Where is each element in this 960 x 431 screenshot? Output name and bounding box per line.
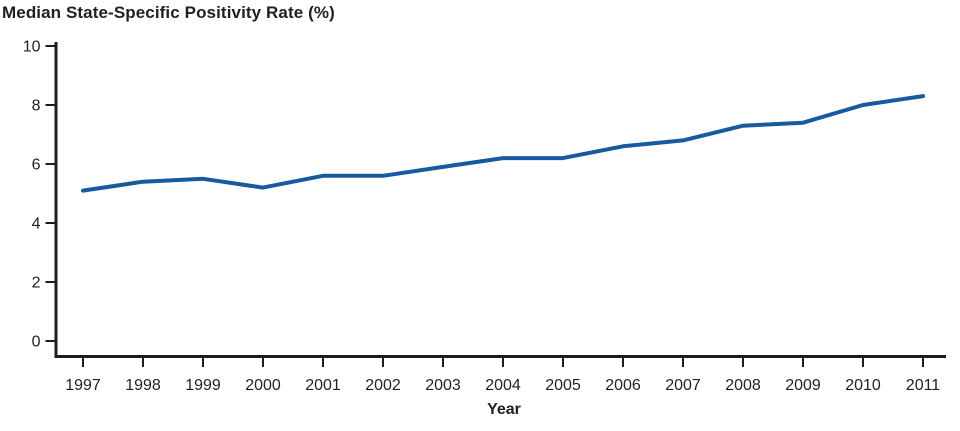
series-line (81, 94, 925, 193)
y-tick-label: 10 (23, 39, 41, 56)
x-tick-label: 2009 (785, 377, 821, 394)
x-tick-label: 2003 (425, 377, 461, 394)
x-tick-label: 1998 (125, 377, 161, 394)
axes-group (54, 42, 946, 358)
x-tick-label: 2005 (545, 377, 581, 394)
x-tick-label: 2004 (485, 377, 521, 394)
data-series-group (81, 94, 925, 193)
y-tick-label: 2 (32, 275, 41, 292)
x-tick-label: 2011 (906, 377, 941, 394)
y-tick-label: 0 (32, 334, 41, 351)
x-axis-ticks-group: 1997 1998 1999 2000 2001 2002 2003 2004 2005 2006… (65, 358, 940, 394)
x-tick-label: 2006 (605, 377, 641, 394)
x-tick-label: 1999 (185, 377, 221, 394)
x-tick-label: 2008 (725, 377, 761, 394)
y-tick-label: 4 (32, 216, 41, 233)
y-tick-label: 8 (32, 98, 41, 115)
x-tick-label: 2001 (305, 377, 341, 394)
y-axis-ticks-group: 0 2 4 6 8 10 (23, 39, 55, 351)
x-tick-label: 2007 (665, 377, 701, 394)
x-tick-label: 2000 (245, 377, 281, 394)
y-tick-label: 6 (32, 157, 41, 174)
x-tick-label: 2010 (845, 377, 881, 394)
x-axis-title: Year (487, 401, 521, 418)
x-tick-label: 1997 (65, 377, 101, 394)
x-tick-label: 2002 (365, 377, 401, 394)
chart-title: Median State-Specific Positivity Rate (%… (2, 3, 335, 22)
